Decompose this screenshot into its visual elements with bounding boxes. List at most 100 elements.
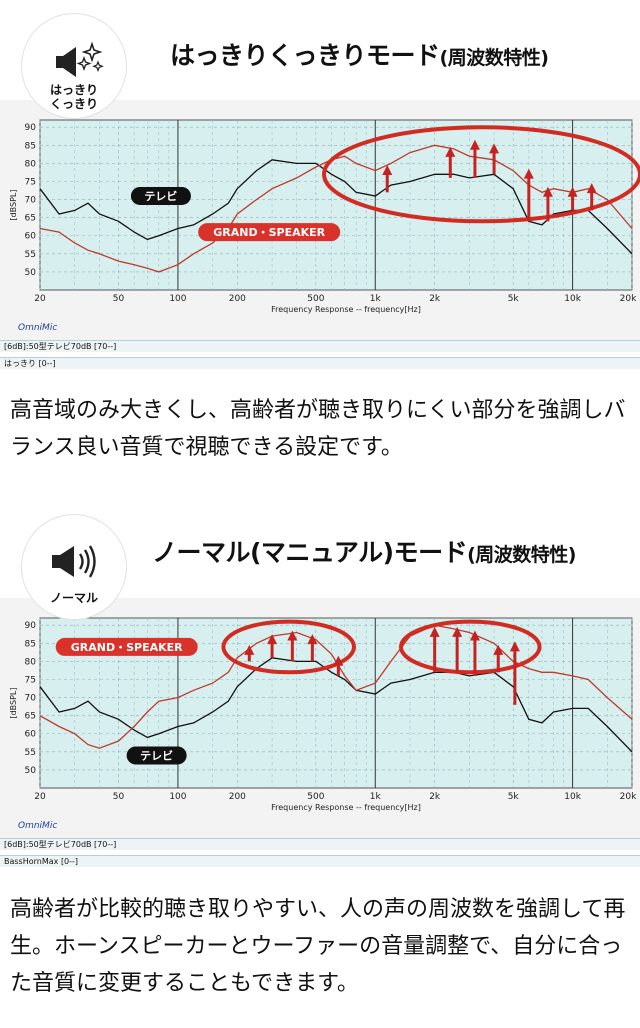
legend-row: [6dB]:50型テレビ70dB [70--] xyxy=(0,340,640,352)
chart-svg: 50 55 60 65 70 75 80 85 90 20 50 100 200 500 1k 2k 5k 10k… xyxy=(9,617,637,831)
series-tag-label: GRAND・SPEAKER xyxy=(71,641,183,654)
series-tag xyxy=(130,186,191,205)
y-axis-label: [dBSPL] xyxy=(9,189,18,220)
series-line xyxy=(39,144,633,273)
boost-arrowhead xyxy=(469,139,480,150)
x-tick-label: 1k xyxy=(370,792,382,802)
badge-label: はっきり くっきり xyxy=(49,83,98,111)
boost-arrowhead xyxy=(445,146,456,157)
y-axis-label: [dBSPL] xyxy=(9,687,18,718)
speaker-sound-icon xyxy=(52,545,96,578)
boost-arrowhead xyxy=(382,165,393,176)
y-tick-label: 75 xyxy=(25,177,36,187)
x-tick-label: 50 xyxy=(113,294,125,304)
legend-row: BassHornMax [0--] xyxy=(0,855,640,867)
title-main: はっきりくっきりモード xyxy=(170,41,440,70)
highlight-ellipse xyxy=(221,619,356,675)
legend-row: はっきり [0--] xyxy=(0,357,640,369)
mode-title: はっきりくっきりモード(周波数特性) xyxy=(170,36,549,72)
badge-label: ノーマル xyxy=(49,591,98,605)
boost-arrowhead xyxy=(509,641,520,652)
mode-badge: ノーマル xyxy=(22,515,126,619)
boost-arrowhead xyxy=(287,630,298,641)
speaker-sparkle-icon xyxy=(56,41,104,77)
y-tick-label: 80 xyxy=(25,159,37,169)
y-tick-label: 50 xyxy=(25,268,37,278)
boost-arrowhead xyxy=(267,634,278,645)
boost-arrowhead xyxy=(493,644,504,655)
boost-arrowhead xyxy=(469,630,480,641)
x-tick-label: 500 xyxy=(307,294,324,304)
frequency-chart: 50 55 60 65 70 75 80 85 90 20 50 100 200 500 1k 2k 5k 10k… xyxy=(0,100,640,352)
mode-description: 高齢者が比較的聴き取りやすい、人の声の周波数を強調して再生。ホーンスピーカーとウ… xyxy=(10,897,626,996)
y-tick-label: 90 xyxy=(25,123,37,133)
series-tag xyxy=(126,746,187,765)
y-tick-label: 55 xyxy=(25,250,36,260)
boost-arrowhead xyxy=(523,168,534,179)
boost-arrowhead xyxy=(307,634,318,645)
mode-title: ノーマル(マニュアル)モード(周波数特性) xyxy=(152,533,576,569)
series-tag xyxy=(198,223,341,242)
x-tick-label: 100 xyxy=(169,792,186,802)
boost-arrowhead xyxy=(452,626,463,637)
x-tick-label: 10k xyxy=(564,294,581,304)
y-tick-label: 50 xyxy=(25,766,37,776)
x-axis-label: Frequency Response -- frequency[Hz] xyxy=(271,305,421,314)
x-tick-label: 20 xyxy=(34,294,46,304)
legend-row: [6dB]:50型テレビ70dB [70--] xyxy=(0,838,640,850)
section-normal: ノーマル ノーマル(マニュアル)モード(周波数特性) 50 55 60 65 70 75 8… xyxy=(0,515,640,1028)
x-tick-label: 1k xyxy=(370,294,382,304)
boost-arrowhead xyxy=(429,626,440,637)
title-paren: (周波数特性) xyxy=(467,544,576,566)
x-tick-label: 2k xyxy=(429,792,441,802)
y-tick-label: 90 xyxy=(25,621,37,631)
x-tick-label: 5k xyxy=(508,294,520,304)
x-tick-label: 200 xyxy=(229,294,246,304)
section-hakkiri: はっきり くっきり はっきりくっきりモード(周波数特性) 50 55 60 65 70 7… xyxy=(0,0,640,480)
frequency-chart: 50 55 60 65 70 75 80 85 90 20 50 100 200 500 1k 2k 5k 10k… xyxy=(0,598,640,850)
boost-arrowhead xyxy=(333,655,344,666)
title-main: ノーマル(マニュアル)モード xyxy=(152,538,468,567)
brand-label: OmniMic xyxy=(18,323,57,333)
y-tick-label: 60 xyxy=(25,730,37,740)
series-tag-label: テレビ xyxy=(144,189,177,203)
boost-arrowhead xyxy=(489,143,500,154)
x-tick-label: 20k xyxy=(620,792,637,802)
series-tag-label: テレビ xyxy=(140,748,173,762)
boost-arrowhead xyxy=(586,183,597,194)
boost-arrowhead xyxy=(244,644,255,655)
y-tick-label: 65 xyxy=(25,214,36,224)
x-tick-label: 50 xyxy=(113,792,125,802)
boost-arrowhead xyxy=(567,186,578,197)
y-tick-label: 80 xyxy=(25,657,37,667)
x-tick-label: 200 xyxy=(229,792,246,802)
mode-badge: はっきり くっきり xyxy=(22,14,126,118)
y-tick-label: 70 xyxy=(25,196,37,206)
y-tick-label: 60 xyxy=(25,232,37,242)
y-tick-label: 55 xyxy=(25,748,36,758)
highlight-ellipse xyxy=(322,125,640,224)
y-tick-label: 65 xyxy=(25,712,36,722)
title-paren: (周波数特性) xyxy=(439,47,549,69)
brand-label: OmniMic xyxy=(18,821,57,831)
series-line xyxy=(39,624,633,749)
mode-description: 高音域のみ大きくし、高齢者が聴き取りにくい部分を強調しバランス良い音質で視聴でき… xyxy=(10,398,626,460)
y-tick-label: 75 xyxy=(25,675,36,685)
x-tick-label: 20 xyxy=(34,792,46,802)
y-tick-label: 85 xyxy=(25,141,36,151)
plot-area xyxy=(39,119,633,291)
x-axis-label: Frequency Response -- frequency[Hz] xyxy=(271,803,421,812)
x-tick-label: 2k xyxy=(429,294,441,304)
x-tick-label: 20k xyxy=(620,294,637,304)
x-tick-label: 10k xyxy=(564,792,581,802)
series-tag-label: GRAND・SPEAKER xyxy=(213,226,325,239)
y-tick-label: 85 xyxy=(25,639,36,649)
boost-arrowhead xyxy=(542,186,553,197)
x-tick-label: 500 xyxy=(307,792,324,802)
series-tag xyxy=(55,637,198,656)
x-tick-label: 5k xyxy=(508,792,520,802)
x-tick-label: 100 xyxy=(169,294,186,304)
chart-svg: 50 55 60 65 70 75 80 85 90 20 50 100 200 500 1k 2k 5k 10k… xyxy=(9,119,640,333)
highlight-ellipse xyxy=(398,619,542,675)
y-tick-label: 70 xyxy=(25,694,37,704)
